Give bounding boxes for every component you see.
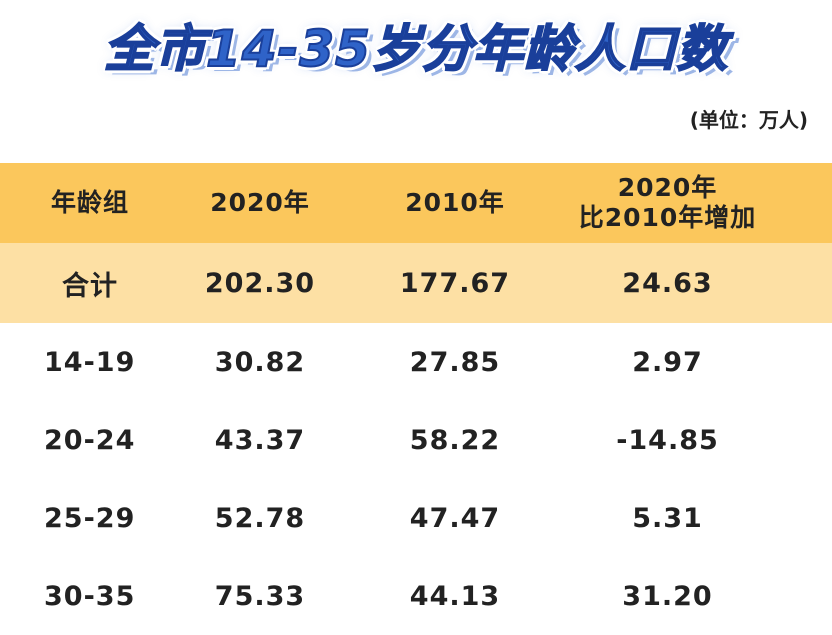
row-2010: 44.13 [409,580,501,612]
total-2020: 202.30 [204,267,316,299]
row-2010: 58.22 [409,424,501,456]
table-total-row: 合计 202.30 177.67 24.63 [0,243,832,323]
total-increase: 24.63 [622,267,713,299]
row-2010: 47.47 [409,502,501,534]
table-row: 30-35 75.33 44.13 31.20 [0,557,832,635]
header-2020: 2020年 [210,188,310,217]
row-age: 20-24 [44,424,136,456]
row-increase: 5.31 [632,502,703,534]
total-2010: 177.67 [399,267,511,299]
table-row: 25-29 52.78 47.47 5.31 [0,479,832,557]
table-row: 14-19 30.82 27.85 2.97 [0,323,832,401]
table-header-row: 年龄组 2020年 2010年 2020年 比2010年增加 [0,163,832,243]
population-table: 年龄组 2020年 2010年 2020年 比2010年增加 合计 202.30… [0,163,832,635]
row-age: 14-19 [44,346,136,378]
row-increase: -14.85 [616,424,719,456]
header-increase-line1: 2020年 [617,173,718,202]
total-label: 合计 [62,270,118,302]
unit-label: (单位：万人) [689,108,808,132]
row-2020: 75.33 [214,580,306,612]
page-title: 全市14-35岁分年龄人口数 [103,19,728,79]
row-age: 30-35 [44,580,136,612]
row-increase: 31.20 [622,580,713,612]
row-2010: 27.85 [409,346,501,378]
header-increase: 2020年 比2010年增加 [555,163,780,243]
row-increase: 2.97 [632,346,703,378]
header-age-group: 年龄组 [50,188,129,217]
header-increase-line2: 比2010年增加 [578,203,757,232]
row-2020: 30.82 [214,346,306,378]
table-row: 20-24 43.37 58.22 -14.85 [0,401,832,479]
row-2020: 43.37 [214,424,306,456]
row-age: 25-29 [44,502,136,534]
row-2020: 52.78 [214,502,306,534]
header-2010: 2010年 [405,188,505,217]
